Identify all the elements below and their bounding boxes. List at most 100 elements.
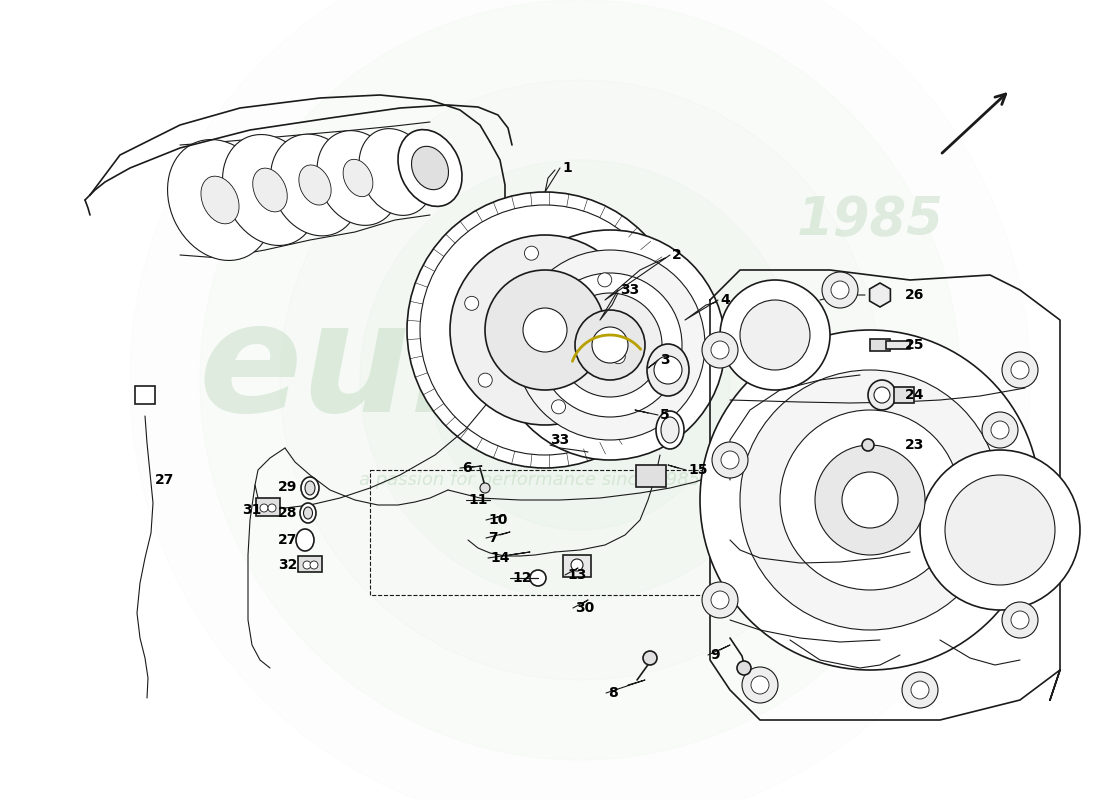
Text: 4: 4 <box>720 293 729 307</box>
Circle shape <box>830 281 849 299</box>
Circle shape <box>712 442 748 478</box>
Circle shape <box>700 330 1040 670</box>
Circle shape <box>310 561 318 569</box>
Circle shape <box>478 373 492 387</box>
Text: 24: 24 <box>905 388 924 402</box>
Circle shape <box>644 651 657 665</box>
Circle shape <box>360 160 800 600</box>
Ellipse shape <box>253 168 287 212</box>
Text: 30: 30 <box>575 601 594 615</box>
Bar <box>563 555 591 577</box>
Ellipse shape <box>299 165 331 205</box>
Bar <box>636 465 666 487</box>
Circle shape <box>571 559 583 571</box>
Circle shape <box>982 412 1018 448</box>
Circle shape <box>500 300 660 460</box>
Circle shape <box>551 400 565 414</box>
Text: 12: 12 <box>512 571 531 585</box>
Text: europ: europ <box>199 295 701 445</box>
Circle shape <box>450 235 640 425</box>
Circle shape <box>200 0 960 760</box>
Ellipse shape <box>359 129 433 215</box>
Circle shape <box>597 273 612 287</box>
Bar <box>886 341 910 349</box>
Text: 9: 9 <box>710 648 719 662</box>
Circle shape <box>485 270 605 390</box>
Circle shape <box>737 661 751 675</box>
Circle shape <box>720 280 830 390</box>
Circle shape <box>654 356 682 384</box>
Circle shape <box>558 293 662 397</box>
Circle shape <box>525 246 539 260</box>
Circle shape <box>742 667 778 703</box>
Circle shape <box>720 451 739 469</box>
Circle shape <box>592 327 628 363</box>
Circle shape <box>302 561 311 569</box>
Circle shape <box>1011 611 1028 629</box>
Circle shape <box>945 475 1055 585</box>
Text: 10: 10 <box>488 513 507 527</box>
Circle shape <box>1002 352 1038 388</box>
Text: 6: 6 <box>462 461 472 475</box>
Text: 2: 2 <box>672 248 682 262</box>
Circle shape <box>902 672 938 708</box>
Circle shape <box>842 472 898 528</box>
Text: 15: 15 <box>688 463 707 477</box>
Text: 5: 5 <box>660 408 670 422</box>
Text: 29: 29 <box>278 480 297 494</box>
Ellipse shape <box>868 380 896 410</box>
Ellipse shape <box>222 134 318 246</box>
Circle shape <box>538 273 682 417</box>
Circle shape <box>612 350 625 364</box>
Ellipse shape <box>167 139 273 261</box>
Circle shape <box>751 676 769 694</box>
Circle shape <box>464 296 478 310</box>
Text: 26: 26 <box>905 288 924 302</box>
Ellipse shape <box>301 477 319 499</box>
Circle shape <box>740 300 810 370</box>
Ellipse shape <box>647 344 689 396</box>
Text: 8: 8 <box>608 686 618 700</box>
Text: 28: 28 <box>278 506 297 520</box>
Text: 27: 27 <box>155 473 175 487</box>
Text: 14: 14 <box>490 551 509 565</box>
Circle shape <box>260 504 268 512</box>
Circle shape <box>822 272 858 308</box>
Circle shape <box>815 445 925 555</box>
Text: 27: 27 <box>278 533 297 547</box>
Circle shape <box>420 205 670 455</box>
Text: 1985: 1985 <box>796 194 944 246</box>
Text: 3: 3 <box>660 353 670 367</box>
Circle shape <box>711 591 729 609</box>
Ellipse shape <box>305 481 315 495</box>
Text: 32: 32 <box>278 558 297 572</box>
Ellipse shape <box>296 529 314 551</box>
Ellipse shape <box>304 507 312 519</box>
Circle shape <box>1011 361 1028 379</box>
Bar <box>870 339 890 351</box>
Ellipse shape <box>300 503 316 523</box>
Ellipse shape <box>398 130 462 206</box>
Text: 7: 7 <box>488 531 497 545</box>
Bar <box>256 498 280 516</box>
Text: 31: 31 <box>242 503 262 517</box>
Bar <box>894 387 914 403</box>
Circle shape <box>702 582 738 618</box>
Circle shape <box>515 250 705 440</box>
Circle shape <box>920 450 1080 610</box>
Bar <box>298 556 322 572</box>
Ellipse shape <box>271 134 360 236</box>
Circle shape <box>1002 602 1038 638</box>
Ellipse shape <box>656 411 684 449</box>
Circle shape <box>862 439 874 451</box>
Circle shape <box>780 410 960 590</box>
Circle shape <box>280 80 880 680</box>
Text: 11: 11 <box>468 493 487 507</box>
Ellipse shape <box>411 146 449 190</box>
Circle shape <box>711 341 729 359</box>
Circle shape <box>874 387 890 403</box>
Circle shape <box>575 310 645 380</box>
Circle shape <box>407 192 683 468</box>
Bar <box>135 386 155 404</box>
Text: 25: 25 <box>905 338 924 352</box>
